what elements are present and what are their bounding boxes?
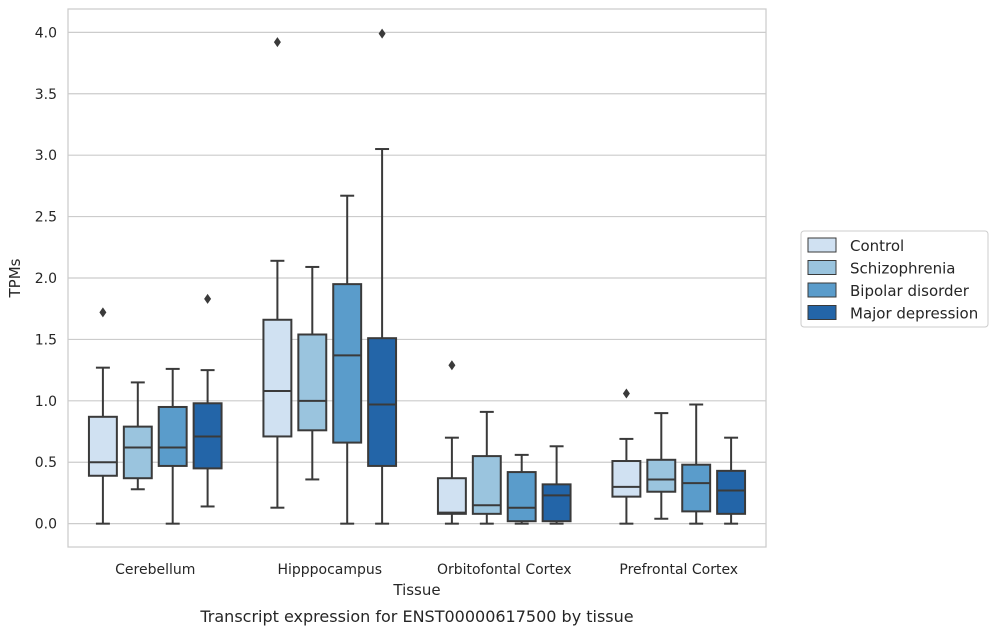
box-group xyxy=(367,28,398,525)
box xyxy=(716,469,747,515)
box-group xyxy=(506,453,537,525)
box-group xyxy=(716,436,747,525)
box xyxy=(262,318,293,438)
x-axis-ticks: Cerebellum Hipppocampus Orbitofontal Corte… xyxy=(115,562,738,578)
y-tick-label: 2.5 xyxy=(35,210,57,226)
x-axis-label: Tissue xyxy=(392,581,440,599)
box xyxy=(332,283,363,444)
y-tick-label: 1.5 xyxy=(35,332,57,348)
box-group xyxy=(541,445,572,525)
box-group xyxy=(332,194,363,525)
y-axis-ticks: 0.0 0.5 1.0 1.5 2.0 2.5 3.0 3.5 4.0 xyxy=(35,25,57,532)
outlier-point xyxy=(273,37,281,48)
y-tick-label: 1.0 xyxy=(35,394,57,410)
box-group xyxy=(646,412,677,520)
x-tick-label: Orbitofontal Cortex xyxy=(437,562,572,578)
legend-label: Major depression xyxy=(850,305,978,323)
box xyxy=(471,455,502,515)
box xyxy=(157,405,188,467)
outlier-point xyxy=(204,293,212,304)
legend-swatch xyxy=(807,305,837,320)
box xyxy=(436,477,467,515)
y-tick-label: 0.0 xyxy=(35,517,57,533)
boxplot-marks xyxy=(87,28,747,525)
y-axis-label: TPMs xyxy=(6,258,24,298)
legend-label: Bipolar disorder xyxy=(850,282,970,300)
legend-label: Schizophrenia xyxy=(850,260,955,278)
legend-swatch xyxy=(807,260,837,275)
box-group xyxy=(611,388,642,525)
legend: Control Schizophrenia Bipolar disorder Majo… xyxy=(800,230,989,328)
box-group xyxy=(471,410,502,525)
outlier-point xyxy=(448,360,456,371)
box xyxy=(541,483,572,523)
box-group xyxy=(262,37,293,509)
y-tick-label: 2.0 xyxy=(35,271,57,287)
legend-swatch xyxy=(807,237,837,253)
box-group xyxy=(297,265,328,481)
y-tick-label: 4.0 xyxy=(35,25,57,41)
box xyxy=(506,471,537,523)
chart-caption: Transcript expression for ENST0000061750… xyxy=(199,607,633,626)
box xyxy=(681,463,712,513)
box xyxy=(646,458,677,493)
box xyxy=(611,460,642,498)
y-tick-label: 0.5 xyxy=(35,455,57,471)
box xyxy=(367,337,398,467)
legend-frame xyxy=(800,230,989,328)
box-group xyxy=(87,307,118,525)
box-group xyxy=(192,293,223,508)
box-group xyxy=(157,367,188,525)
y-tick-label: 3.0 xyxy=(35,148,57,164)
box xyxy=(87,415,118,477)
box-group xyxy=(681,403,712,525)
outlier-point xyxy=(622,388,630,399)
x-tick-label: Prefrontal Cortex xyxy=(619,562,738,578)
box-group xyxy=(122,381,153,491)
x-tick-label: Hipppocampus xyxy=(277,562,382,578)
x-tick-label: Cerebellum xyxy=(115,562,195,578)
plot-frame xyxy=(67,8,767,548)
y-tick-label: 3.5 xyxy=(35,87,57,103)
box xyxy=(297,333,328,432)
outlier-point xyxy=(378,28,386,39)
legend-swatch xyxy=(807,282,837,298)
legend-label: Control xyxy=(850,237,904,255)
box-group xyxy=(436,360,467,525)
outlier-point xyxy=(99,307,107,318)
box xyxy=(122,425,153,480)
